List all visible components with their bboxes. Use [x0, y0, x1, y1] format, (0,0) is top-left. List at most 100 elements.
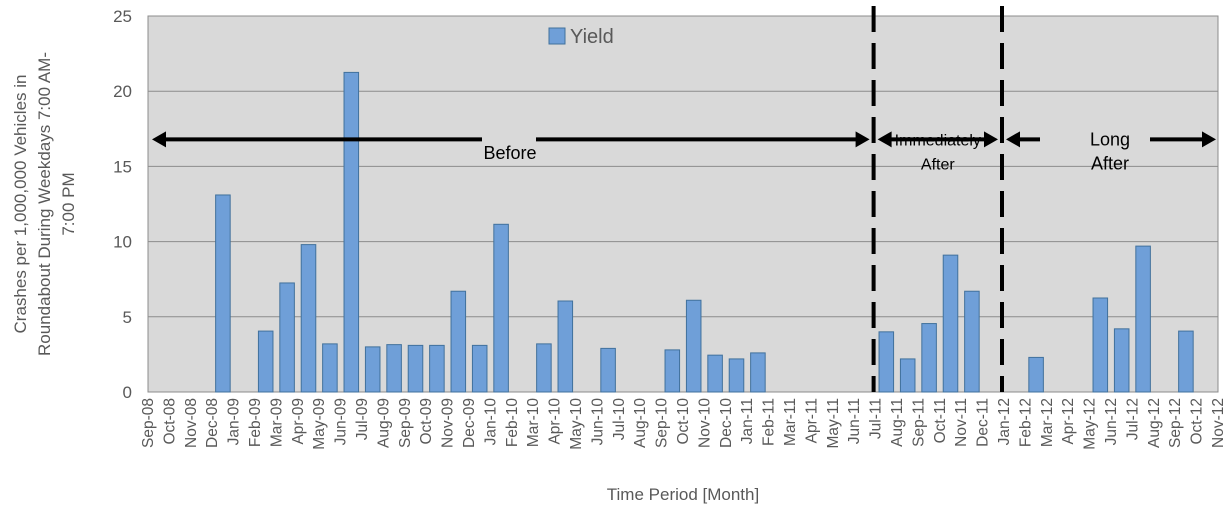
x-tick-label-May-12: May-12 [1082, 398, 1099, 450]
x-tick-label-Dec-09: Dec-09 [461, 398, 478, 448]
period-0-arrowhead-left [152, 131, 166, 148]
bars-yield [215, 71, 1194, 393]
y-axis-title: Crashes per 1,000,000 Vehicles in Roundab… [11, 52, 78, 356]
x-tick-label-Feb-12: Feb-12 [1017, 398, 1034, 447]
bar-Aug-09 [386, 344, 402, 393]
bar-Dec-10 [728, 358, 745, 393]
bar-Dec-08 [215, 194, 231, 393]
x-tick-label-Jul-11: Jul-11 [868, 398, 885, 439]
x-tick-label-Mar-12: Mar-12 [1039, 398, 1056, 447]
x-tick-label-Aug-11: Aug-11 [889, 398, 906, 447]
x-axis-tick-labels: Sep-08 Oct-08 Nov-08 Dec-08 Jan-09 Feb-09 Mar-… [140, 398, 1227, 450]
x-tick-label-Oct-08: Oct-08 [161, 398, 178, 445]
x-tick-label-Jun-09: Jun-09 [333, 398, 350, 445]
period-2-arrowhead-left [1006, 131, 1020, 148]
bar-Jan-11 [750, 352, 766, 393]
bar-Apr-10 [557, 300, 574, 393]
x-tick-label-Oct-12: Oct-12 [1189, 398, 1206, 445]
period-1-label-line-1: After [921, 156, 955, 173]
period-2-label-line-1: After [1091, 153, 1129, 173]
bar-Oct-09 [429, 344, 445, 393]
x-axis-title: Time Period [Month] [607, 485, 759, 504]
bar-Sep-12 [1178, 330, 1194, 393]
x-tick-label-Jan-10: Jan-10 [482, 398, 499, 446]
x-tick-label-Mar-09: Mar-09 [268, 398, 285, 447]
y-axis-tick-labels: 0 5 10 15 20 25 [113, 7, 132, 402]
x-tick-label-Sep-09: Sep-09 [397, 398, 414, 448]
x-tick-label-Nov-12: Nov-12 [1210, 398, 1227, 448]
bar-Apr-09 [300, 244, 317, 393]
y-tick-label-10: 10 [113, 233, 132, 252]
x-tick-label-Nov-09: Nov-09 [440, 398, 457, 448]
x-tick-label-Oct-09: Oct-09 [418, 398, 435, 445]
period-1-arrowhead-left [877, 131, 892, 148]
x-tick-label-Jul-12: Jul-12 [1124, 398, 1141, 440]
legend-swatch-yield [548, 27, 566, 45]
x-tick-label-Sep-10: Sep-10 [654, 398, 671, 448]
legend-label-yield: Yield [570, 26, 614, 48]
x-tick-label-Nov-10: Nov-10 [696, 398, 713, 448]
x-tick-label-Jul-10: Jul-10 [611, 398, 628, 441]
x-tick-label-Jan-09: Jan-09 [226, 398, 243, 445]
bar-Feb-09 [257, 330, 274, 393]
bar-May-09 [322, 343, 338, 393]
bar-Mar-10 [536, 343, 552, 393]
period-annotations: Before Immediately After Long After [152, 129, 1216, 173]
x-tick-label-Jan-11: Jan-11 [739, 398, 756, 444]
bar-Mar-09 [279, 282, 295, 393]
x-tick-label-Nov-08: Nov-08 [183, 398, 200, 448]
bar-Jun-09 [343, 71, 360, 393]
period-1-label-line-0: Immediately [895, 132, 981, 149]
y-axis-title-line-2: 7:00 PM [59, 172, 78, 235]
x-tick-label-Apr-10: Apr-10 [547, 398, 564, 445]
period-0-arrowhead-right [855, 131, 870, 148]
bar-Sep-11 [921, 323, 937, 393]
period-1-arrowhead-right [984, 131, 998, 148]
bar-Aug-11 [899, 358, 916, 393]
x-tick-label-Apr-09: Apr-09 [290, 398, 307, 445]
x-tick-label-May-11: May-11 [825, 398, 842, 449]
x-tick-label-Dec-11: Dec-11 [975, 398, 992, 447]
x-tick-label-Jun-11: Jun-11 [846, 398, 863, 444]
x-tick-label-Mar-10: Mar-10 [525, 398, 542, 447]
x-tick-label-Feb-10: Feb-10 [504, 398, 521, 447]
x-tick-label-May-10: May-10 [568, 398, 585, 450]
x-tick-label-Oct-11: Oct-11 [932, 398, 949, 443]
bar-Jul-09 [364, 346, 381, 393]
x-tick-label-Sep-12: Sep-12 [1167, 398, 1184, 448]
y-axis-title-line-1: Roundabout During Weekdays 7:00 AM- [35, 52, 54, 356]
bar-Sep-09 [407, 344, 424, 393]
y-tick-label-0: 0 [123, 383, 132, 402]
bar-Oct-10 [685, 299, 702, 393]
bar-Oct-11 [942, 254, 959, 393]
period-2-label-line-0: Long [1090, 129, 1130, 149]
x-tick-label-Aug-10: Aug-10 [632, 398, 649, 448]
x-tick-label-Apr-11: Apr-11 [803, 398, 820, 443]
x-tick-label-Nov-11: Nov-11 [953, 398, 970, 447]
x-tick-label-Oct-10: Oct-10 [675, 398, 692, 445]
y-tick-label-25: 25 [113, 7, 132, 26]
bar-Dec-09 [471, 344, 488, 393]
y-tick-label-20: 20 [113, 82, 132, 101]
x-tick-label-Aug-09: Aug-09 [375, 398, 392, 448]
x-tick-label-Dec-10: Dec-10 [718, 398, 735, 448]
bar-Jan-10 [493, 223, 509, 393]
x-tick-label-Dec-08: Dec-08 [204, 398, 221, 448]
x-tick-label-Sep-11: Sep-11 [910, 398, 927, 447]
bar-Nov-10 [707, 354, 723, 393]
x-tick-label-Jun-10: Jun-10 [589, 398, 606, 446]
bar-Nov-11 [964, 290, 980, 393]
bar-Jun-12 [1113, 328, 1130, 393]
period-2-arrowhead-right [1202, 131, 1216, 148]
plot-area [147, 15, 1219, 393]
y-tick-label-15: 15 [113, 157, 132, 176]
bar-Jul-12 [1135, 245, 1151, 393]
bar-Sep-10 [664, 349, 681, 393]
y-tick-label-5: 5 [123, 308, 132, 327]
x-tick-label-Jul-09: Jul-09 [354, 398, 371, 440]
bar-May-12 [1092, 297, 1109, 393]
x-tick-label-Sep-08: Sep-08 [140, 398, 157, 448]
bar-Jun-10 [600, 347, 616, 393]
x-tick-label-Feb-09: Feb-09 [247, 398, 264, 447]
